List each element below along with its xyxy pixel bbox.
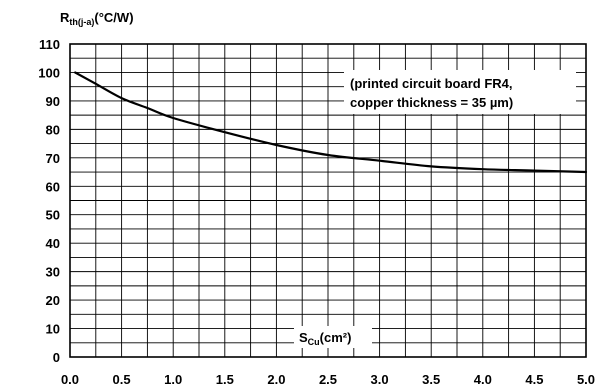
x-axis-title-sub: Cu xyxy=(308,337,320,347)
y-tick-label: 10 xyxy=(46,322,60,337)
x-tick-label: 3.0 xyxy=(371,372,389,387)
y-tick-label: 100 xyxy=(38,65,60,80)
series-line xyxy=(74,71,588,174)
y-tick-label: 50 xyxy=(46,208,60,223)
y-tick-label: 30 xyxy=(46,265,60,280)
x-tick-label: 0.5 xyxy=(113,372,131,387)
plot-frame xyxy=(69,43,587,358)
series-curve xyxy=(74,71,588,174)
x-tick-label: 4.0 xyxy=(474,372,492,387)
x-axis-title-box: SCu(cm²) xyxy=(294,326,372,348)
y-axis-ticks: 0 10 20 30 40 50 60 70 80 90 100 110 xyxy=(38,37,60,365)
x-axis-ticks: 0.0 0.5 1.0 1.5 2.0 2.5 3.0 3.5 4.0 4.5 5.0 xyxy=(61,372,595,387)
y-tick-label: 20 xyxy=(46,293,60,308)
x-tick-label: 1.5 xyxy=(216,372,234,387)
annotation-line-1: (printed circuit board FR4, xyxy=(350,76,513,91)
y-axis-title-sub: th(j-a) xyxy=(69,17,94,27)
y-axis-title: Rth(j-a)(°C/W) xyxy=(60,10,134,27)
y-tick-label: 60 xyxy=(46,179,60,194)
y-tick-label: 40 xyxy=(46,236,60,251)
x-tick-label: 3.5 xyxy=(422,372,440,387)
x-tick-label: 1.0 xyxy=(164,372,182,387)
x-axis-title: SCu(cm²) xyxy=(299,330,351,347)
y-tick-label: 90 xyxy=(46,94,60,109)
y-tick-label: 0 xyxy=(53,350,60,365)
y-tick-label: 70 xyxy=(46,151,60,166)
x-tick-label: 2.0 xyxy=(267,372,285,387)
y-tick-label: 110 xyxy=(39,37,60,52)
x-tick-label: 5.0 xyxy=(577,372,595,387)
x-tick-label: 4.5 xyxy=(525,372,543,387)
x-axis-title-background xyxy=(294,326,372,348)
y-axis-title-unit: (°C/W) xyxy=(94,10,133,25)
y-axis-title-main: R xyxy=(60,10,70,25)
annotation-line-2: copper thickness = 35 µm) xyxy=(350,95,513,110)
x-axis-title-main: S xyxy=(299,330,308,345)
annotation-box: (printed circuit board FR4, copper thick… xyxy=(344,70,576,114)
y-tick-label: 80 xyxy=(46,122,60,137)
x-axis-title-unit: (cm²) xyxy=(320,330,352,345)
x-tick-label: 2.5 xyxy=(319,372,337,387)
annotation-background xyxy=(344,70,576,114)
x-tick-label: 0.0 xyxy=(61,372,79,387)
